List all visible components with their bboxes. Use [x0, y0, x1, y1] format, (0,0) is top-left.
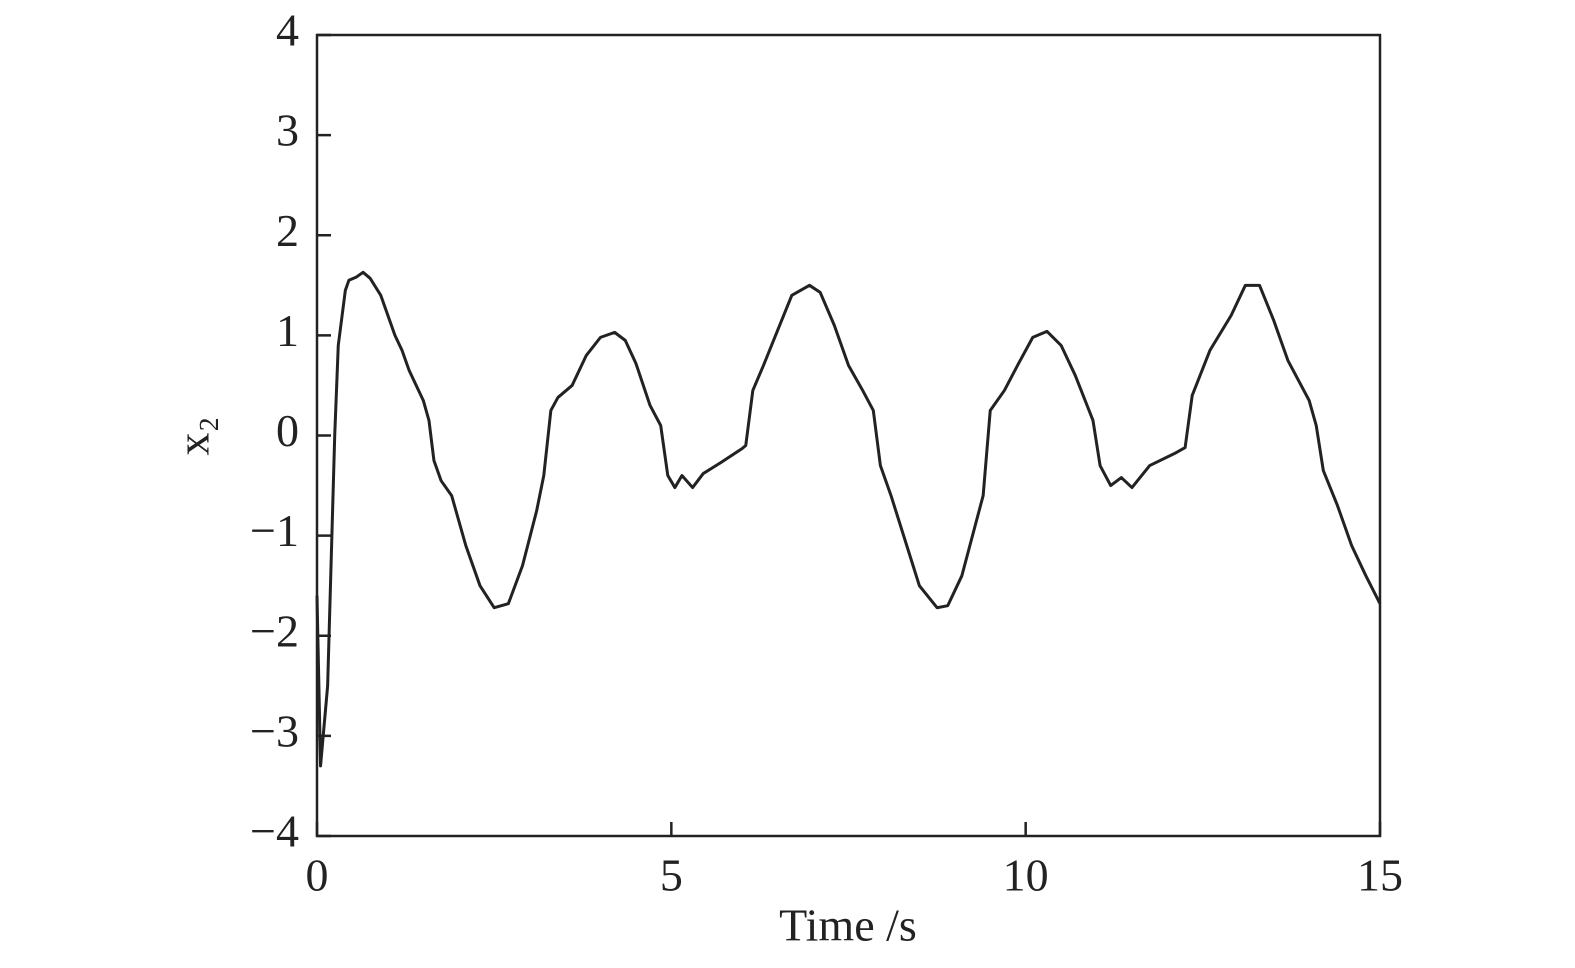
y-tick-label: 1 — [276, 305, 299, 356]
plot-frame — [315, 33, 1382, 838]
y-axis-label: x₂ — [168, 416, 219, 455]
y-tick-label: 3 — [276, 105, 299, 156]
x-axis-label: Time /s — [779, 900, 917, 951]
x-tick-label: 10 — [1003, 850, 1049, 901]
y-tick-label: 0 — [276, 405, 299, 456]
x-tick-label: 5 — [660, 850, 683, 901]
x-tick-label: 0 — [306, 850, 329, 901]
x-tick-label: 15 — [1357, 850, 1403, 901]
y-tick-label: 2 — [276, 205, 299, 256]
y-tick-label: −3 — [250, 705, 299, 756]
y-tick-label: −1 — [250, 505, 299, 556]
y-tick-label: 4 — [276, 5, 299, 56]
y-tick-label: −4 — [250, 806, 299, 857]
data-line — [315, 270, 1382, 768]
y-tick-label: −2 — [250, 605, 299, 656]
